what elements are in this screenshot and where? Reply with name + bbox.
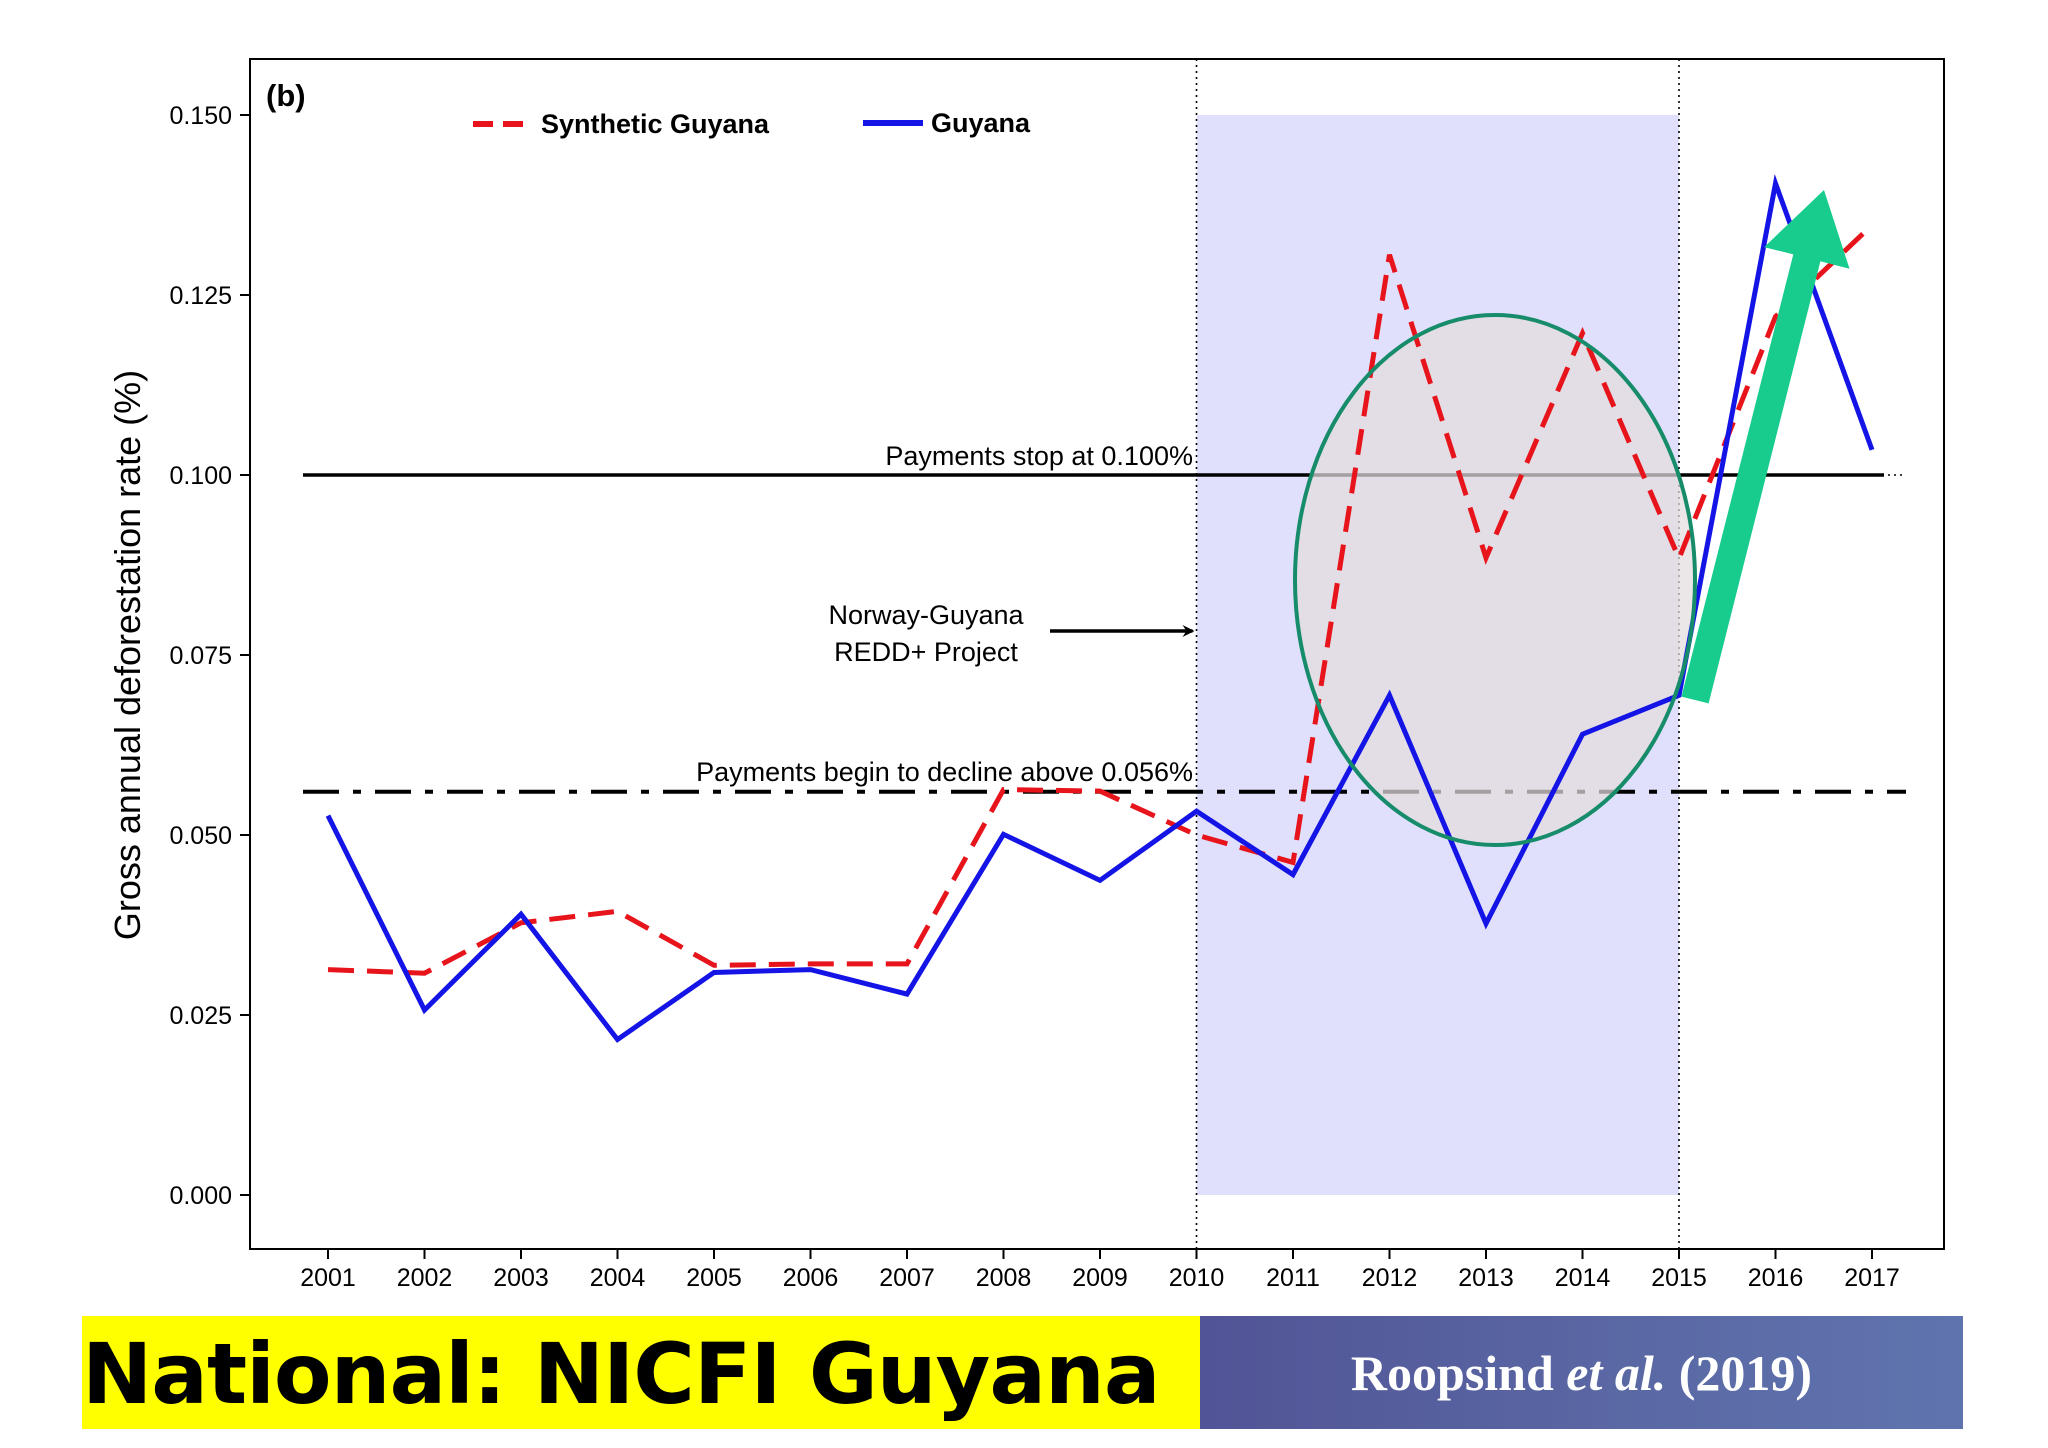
- panel-label: (b): [266, 78, 306, 113]
- x-tick-label: 2017: [1844, 1264, 1900, 1292]
- y-tick-label: 0.100: [169, 462, 232, 490]
- x-tick-label: 2015: [1651, 1264, 1707, 1292]
- x-tick-label: 2005: [686, 1264, 742, 1292]
- trend-arrow: [1681, 190, 1850, 704]
- x-tick-label: 2014: [1555, 1264, 1611, 1292]
- x-tick-label: 2001: [300, 1264, 356, 1292]
- reference-line-label: Payments stop at 0.100%: [885, 441, 1193, 471]
- reference-line-label: Payments begin to decline above 0.056%: [696, 757, 1193, 787]
- footer-citation-banner: Roopsind et al. (2019): [1200, 1316, 1963, 1429]
- x-tick-label: 2003: [493, 1264, 549, 1292]
- project-annotation-line: Norway-Guyana: [828, 600, 1024, 630]
- x-tick-label: 2004: [590, 1264, 646, 1292]
- x-tick-label: 2002: [397, 1264, 453, 1292]
- footer-citation: Roopsind et al. (2019): [1351, 1344, 1812, 1402]
- citation-author: Roopsind: [1350, 1344, 1554, 1401]
- x-tick-label: 2012: [1362, 1264, 1418, 1292]
- legend-label: Guyana: [931, 108, 1031, 138]
- x-tick-label: 2007: [879, 1264, 935, 1292]
- y-tick-label: 0.125: [169, 282, 232, 310]
- footer-title: National: NICFI Guyana: [82, 1325, 1161, 1423]
- series-layer: [325, 173, 1875, 1043]
- y-tick-label: 0.075: [169, 642, 232, 670]
- x-tick-label: 2010: [1169, 1264, 1225, 1292]
- x-tick-label: 2011: [1266, 1264, 1320, 1292]
- y-tick-label: 0.000: [169, 1182, 232, 1210]
- plot-frame: [249, 58, 1945, 1250]
- y-tick-label: 0.025: [169, 1002, 232, 1030]
- legend-label: Synthetic Guyana: [541, 109, 770, 139]
- text-layer: 0.000 0.025 0.050 0.075 0.100 0.125 0.150 2001 2…: [107, 78, 1900, 1292]
- citation-etal: et al.: [1566, 1344, 1667, 1401]
- highlight-ellipse-outline: [1293, 313, 1697, 847]
- x-tick-label: 2008: [976, 1264, 1032, 1292]
- x-tick-label: 2006: [783, 1264, 839, 1292]
- footer-title-banner: National: NICFI Guyana: [82, 1316, 1200, 1429]
- citation-year: (2019): [1678, 1344, 1813, 1401]
- highlight-ellipse-fill: [1295, 315, 1695, 845]
- project-annotation-line: REDD+ Project: [834, 637, 1018, 667]
- overlay-layer: [1295, 315, 1695, 845]
- x-tick-label: 2009: [1072, 1264, 1128, 1292]
- x-tick-label: 2016: [1748, 1264, 1804, 1292]
- x-tick-label: 2013: [1458, 1264, 1514, 1292]
- y-tick-label: 0.050: [169, 822, 232, 850]
- y-tick-label: 0.150: [169, 102, 232, 130]
- axis-layer: [240, 58, 1945, 1259]
- chart: 0.000 0.025 0.050 0.075 0.100 0.125 0.150 2001 2…: [107, 58, 1945, 1292]
- y-axis-title: Gross annual deforestation rate (%): [107, 370, 148, 940]
